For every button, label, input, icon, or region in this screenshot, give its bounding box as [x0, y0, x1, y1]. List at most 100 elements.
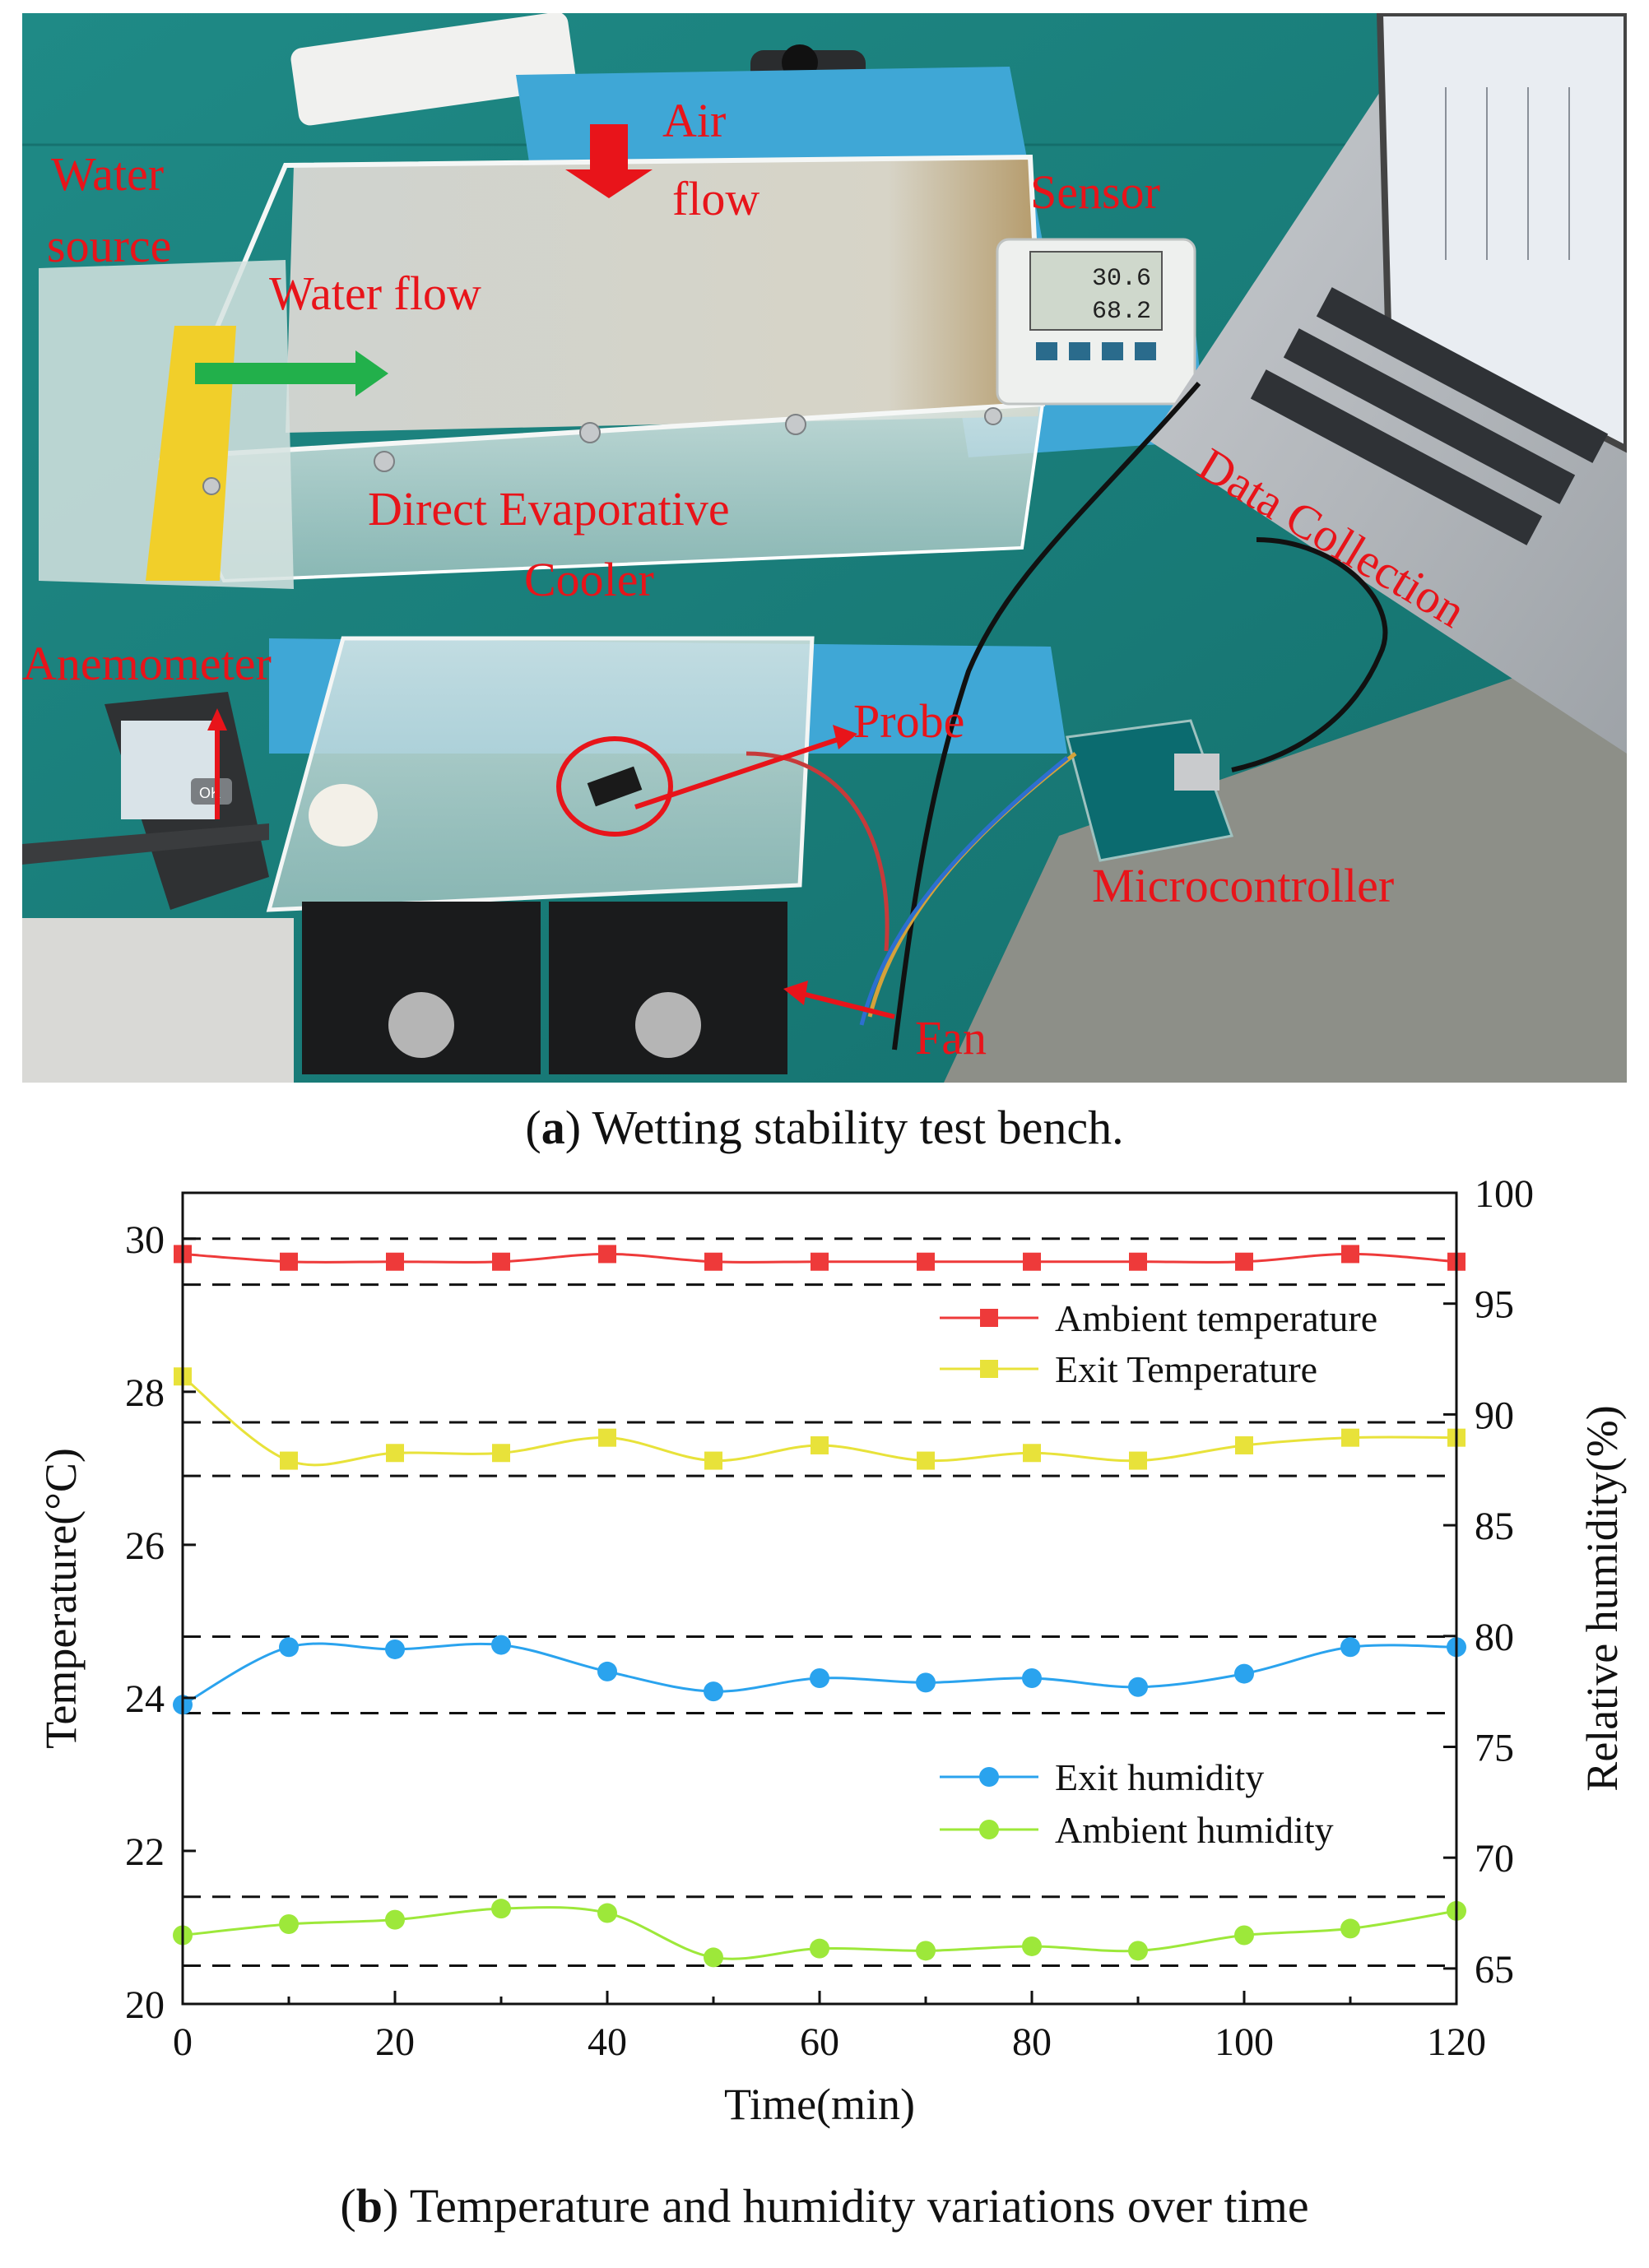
label-probe: Probe: [853, 694, 964, 748]
water-reservoir: [146, 326, 236, 581]
point-ambient-humidity-3: [491, 1899, 511, 1919]
y-left-tick-label-22: 22: [125, 1830, 165, 1874]
x-tick-label-40: 40: [588, 2020, 627, 2064]
legend-marker-exit-temperature: [980, 1360, 998, 1378]
power-strip: [290, 13, 576, 126]
label-cooler-line2: Cooler: [524, 553, 654, 606]
x-tick-label-120: 120: [1427, 2020, 1486, 2064]
point-ambient-temperature-10: [1235, 1252, 1253, 1271]
point-exit-temperature-7: [917, 1451, 935, 1470]
point-ambient-temperature-7: [917, 1252, 935, 1271]
legend-label-exit-humidity: Exit humidity: [1055, 1756, 1264, 1798]
x-tick-label-0: 0: [173, 2020, 193, 2064]
x-axis-title: Time(min): [724, 2080, 915, 2129]
caption-a-letter: a: [541, 1101, 565, 1154]
temperature-humidity-chart: 0 20 40 60 80 100 1202022242628306570758085909…: [36, 1172, 1627, 2129]
label-cooler-line1: Direct Evaporative: [368, 482, 730, 536]
point-exit-temperature-5: [704, 1451, 722, 1470]
label-fan: Fan: [915, 1011, 987, 1064]
floor: [944, 638, 1627, 1083]
point-exit-temperature-3: [492, 1444, 510, 1463]
air-flow-arrow-shaft: [590, 124, 628, 174]
point-exit-temperature-1: [280, 1451, 298, 1470]
point-ambient-humidity-9: [1128, 1941, 1148, 1961]
chart-panel: 0 20 40 60 80 100 120 20 22 24 26 28 30 65 70 75 80 85 90 9…: [0, 1168, 1649, 2172]
point-ambient-humidity-8: [1022, 1936, 1042, 1956]
x-tick-label-100: 100: [1215, 2020, 1274, 2064]
y-right-tick-label-90: 90: [1475, 1394, 1514, 1437]
water-flow-arrow-head: [355, 350, 388, 397]
y-right-tick-label-85: 85: [1475, 1505, 1514, 1548]
point-exit-humidity-4: [597, 1661, 617, 1681]
point-exit-humidity-8: [1022, 1667, 1042, 1688]
air-flow-arrow-head: [565, 169, 653, 198]
point-ambient-humidity-10: [1234, 1925, 1254, 1946]
caption-b: (b) Temperature and humidity variations …: [340, 2179, 1309, 2233]
legend-marker-ambient-humidity: [979, 1820, 999, 1839]
y-right-tick-label-80: 80: [1475, 1616, 1514, 1659]
point-ambient-temperature-6: [811, 1252, 829, 1271]
point-exit-humidity-9: [1128, 1677, 1148, 1697]
point-ambient-temperature-2: [386, 1252, 404, 1271]
point-ambient-temperature-9: [1129, 1252, 1147, 1271]
test-bench-photo: OK 30.6 68.2: [22, 13, 1627, 1083]
probe-highlight: [556, 736, 673, 837]
probe-holder: [309, 784, 378, 846]
reference-lines: [183, 1237, 1456, 1967]
y-left-tick-label-24: 24: [125, 1677, 165, 1721]
laptop-screen: [1376, 13, 1627, 453]
y-right-tick-label-95: 95: [1475, 1283, 1514, 1327]
point-exit-humidity-6: [810, 1667, 829, 1688]
water-flow-arrow-shaft: [195, 363, 360, 384]
point-exit-temperature-8: [1023, 1444, 1041, 1463]
point-exit-humidity-2: [385, 1639, 405, 1659]
label-sensor: Sensor: [1030, 165, 1160, 219]
caption-a-text: Wetting stability test bench.: [581, 1101, 1124, 1154]
point-exit-temperature-4: [598, 1428, 616, 1447]
point-ambient-humidity-11: [1340, 1918, 1360, 1939]
y-right-tick-label-100: 100: [1475, 1172, 1534, 1216]
x-tick-label-20: 20: [375, 2020, 415, 2064]
label-air-flow-line1: Air: [662, 94, 726, 147]
point-exit-humidity-7: [916, 1672, 936, 1693]
lower-chamber: [266, 636, 815, 912]
point-exit-temperature-10: [1235, 1435, 1253, 1454]
legend-label-ambient-temperature: Ambient temperature: [1055, 1297, 1377, 1339]
y-left-tick-label-30: 30: [125, 1218, 165, 1262]
legend-marker-exit-humidity: [979, 1767, 999, 1787]
y-left-tick-label-20: 20: [125, 1983, 165, 2027]
point-ambient-temperature-3: [492, 1252, 510, 1271]
point-ambient-temperature-8: [1023, 1252, 1041, 1271]
axes-layer: 0 20 40 60 80 100 1202022242628306570758085909…: [36, 1172, 1627, 2129]
point-exit-temperature-2: [386, 1444, 404, 1463]
caption-b-letter: b: [355, 2179, 383, 2233]
point-exit-humidity-3: [491, 1635, 511, 1655]
y-left-tick-label-26: 26: [125, 1524, 165, 1568]
table-leg: [22, 918, 294, 1083]
x-tick-label-60: 60: [800, 2020, 839, 2064]
fan-arrow: [795, 990, 895, 1019]
point-exit-humidity-5: [704, 1681, 723, 1702]
point-ambient-temperature-11: [1341, 1245, 1359, 1264]
point-ambient-humidity-1: [279, 1914, 299, 1935]
label-water-flow: Water flow: [269, 267, 481, 320]
point-exit-temperature-9: [1129, 1451, 1147, 1470]
point-ambient-humidity-6: [810, 1938, 829, 1959]
point-exit-humidity-11: [1340, 1637, 1360, 1658]
legend-layer: Ambient temperature Exit Temperature Exit …: [940, 1297, 1377, 1851]
series-layer: [173, 1245, 1466, 1968]
point-ambient-temperature-4: [598, 1245, 616, 1264]
point-exit-humidity-10: [1234, 1663, 1254, 1684]
test-bench-photo-canvas: OK 30.6 68.2: [22, 13, 1627, 1083]
point-ambient-temperature-5: [704, 1252, 722, 1271]
legend-marker-ambient-temperature: [980, 1309, 998, 1327]
point-ambient-humidity-2: [385, 1909, 405, 1930]
point-ambient-humidity-5: [704, 1947, 723, 1968]
y-right-axis-title: Relative humidity(%): [1577, 1405, 1627, 1791]
label-microcontroller: Microcontroller: [1092, 859, 1394, 912]
y-left-tick-label-28: 28: [125, 1371, 165, 1415]
label-air-flow-line2: flow: [672, 172, 759, 225]
point-ambient-humidity-7: [916, 1941, 936, 1961]
label-water-source-line2: source: [47, 219, 171, 272]
point-exit-temperature-6: [811, 1435, 829, 1454]
